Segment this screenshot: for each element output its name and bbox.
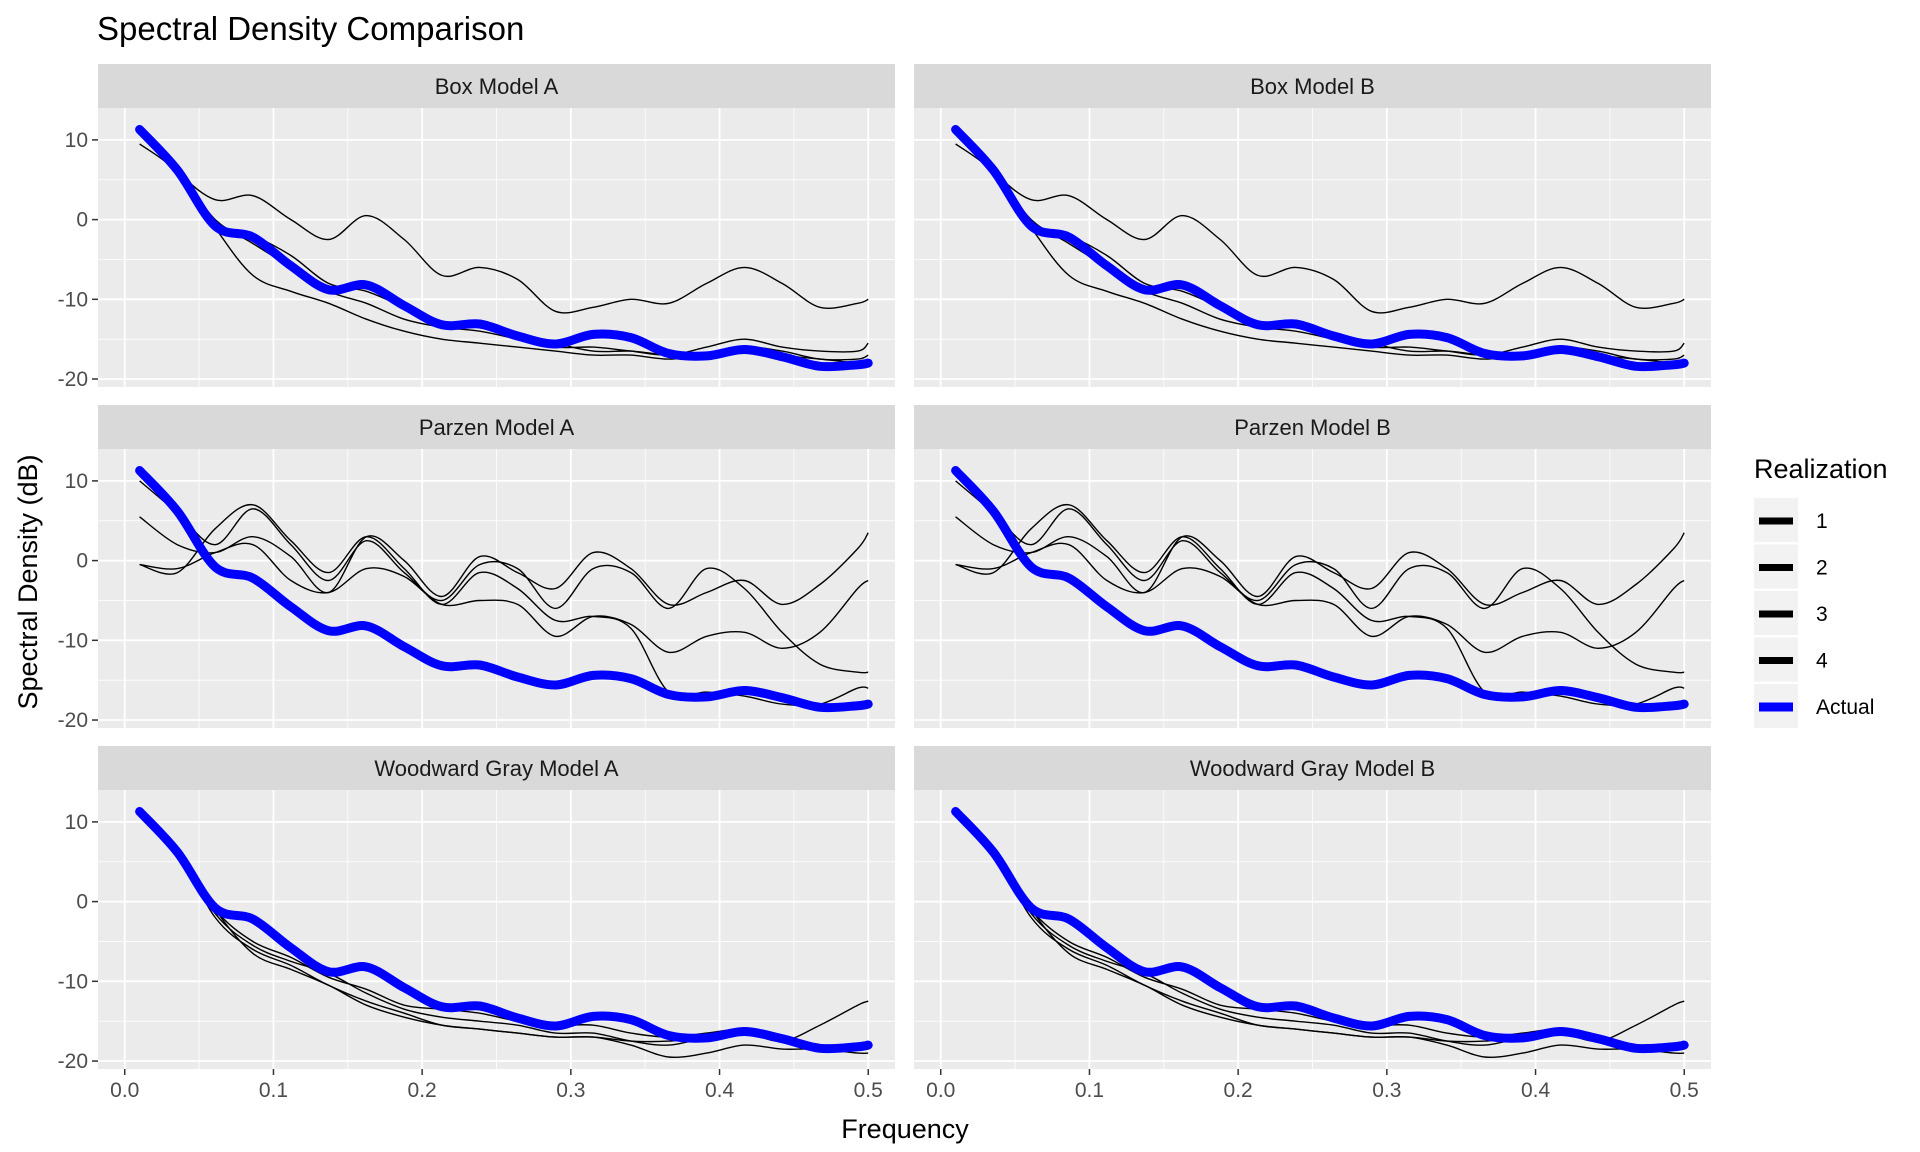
realization-3-line (139, 504, 869, 707)
x-axis-title: Frequency (841, 1114, 969, 1144)
realization-4-line (955, 542, 1685, 654)
x-tick-label: 0.3 (1372, 1079, 1401, 1102)
x-tick-label: 0.1 (1075, 1079, 1104, 1102)
x-tick-label: 0.0 (926, 1079, 955, 1102)
legend-label: Actual (1816, 696, 1874, 719)
facet-strip-label: Parzen Model B (1234, 415, 1391, 440)
x-tick-label: 0.3 (556, 1079, 585, 1102)
actual-line (951, 466, 1689, 713)
facet-strip-label: Parzen Model A (419, 415, 575, 440)
x-tick-label: 0.1 (259, 1079, 288, 1102)
x-tick-label: 0.4 (1521, 1079, 1551, 1102)
y-tick-label: 0 (76, 550, 88, 573)
actual-line (135, 125, 873, 372)
actual-line (951, 807, 1689, 1054)
facet-strip (98, 64, 895, 108)
y-axis-title: Spectral Density (dB) (13, 454, 43, 709)
actual-line (951, 125, 1689, 372)
legend-label: 2 (1816, 557, 1828, 580)
realization-2-line (139, 516, 869, 606)
legend-label: 3 (1816, 603, 1828, 626)
y-tick-label: 10 (65, 470, 88, 493)
realization-1-line (955, 480, 1685, 674)
facet-strip (98, 405, 895, 449)
facet-panel: Parzen Model A -20 -10 0 10 (58, 405, 895, 732)
y-tick-label: 0 (76, 209, 88, 232)
panels-layer: Box Model A -20 -10 0 10 Box Model B Parzen Mo… (58, 64, 1711, 1102)
facet-strip-label: Woodward Gray Model A (374, 756, 618, 781)
facet-strip-label: Box Model A (435, 74, 559, 99)
facet-panel: Box Model A -20 -10 0 10 (58, 64, 895, 391)
x-tick-label: 0.0 (110, 1079, 139, 1102)
y-tick-label: 10 (65, 811, 88, 834)
y-tick-label: -20 (58, 368, 88, 391)
facet-strip (98, 746, 895, 790)
legend-label: 4 (1816, 650, 1828, 673)
legend-entries: 1 2 3 4 Actual (1754, 498, 1874, 728)
x-tick-label: 0.2 (1224, 1079, 1253, 1102)
facet-strip (914, 405, 1711, 449)
actual-line (135, 466, 873, 713)
x-tick-label: 0.5 (854, 1079, 883, 1102)
y-tick-label: 0 (76, 891, 88, 914)
y-tick-label: -10 (58, 629, 88, 652)
y-tick-label: -10 (58, 288, 88, 311)
facet-panel: Parzen Model B (914, 405, 1711, 728)
y-tick-label: -20 (58, 709, 88, 732)
chart-title: Spectral Density Comparison (97, 10, 524, 47)
facet-strip-label: Woodward Gray Model B (1190, 756, 1435, 781)
y-tick-label: -10 (58, 970, 88, 993)
facet-strip (914, 64, 1711, 108)
y-tick-label: -20 (58, 1050, 88, 1073)
realization-2-line (955, 131, 1685, 314)
facet-strip-label: Box Model B (1250, 74, 1375, 99)
realization-1-line (139, 480, 869, 674)
y-tick-label: 10 (65, 129, 88, 152)
realization-4-line (139, 542, 869, 654)
legend: Realization 1 2 3 4 Actual (1754, 454, 1888, 728)
realization-3-line (955, 504, 1685, 707)
facet-panel: Box Model B (914, 64, 1711, 387)
x-tick-label: 0.2 (408, 1079, 437, 1102)
realization-2-line (955, 516, 1685, 606)
x-tick-label: 0.4 (705, 1079, 735, 1102)
legend-label: 1 (1816, 510, 1828, 533)
facet-strip (914, 746, 1711, 790)
actual-line (135, 807, 873, 1054)
facet-panel: Woodward Gray Model B 0.0 0.1 0.2 0.3 0.4 0.5 (914, 746, 1711, 1102)
realization-2-line (139, 131, 869, 314)
legend-title: Realization (1754, 454, 1888, 484)
x-tick-label: 0.5 (1670, 1079, 1699, 1102)
facet-panel: Woodward Gray Model A -20 -10 0 10 0.0 0.1 0.2 0… (58, 746, 895, 1102)
